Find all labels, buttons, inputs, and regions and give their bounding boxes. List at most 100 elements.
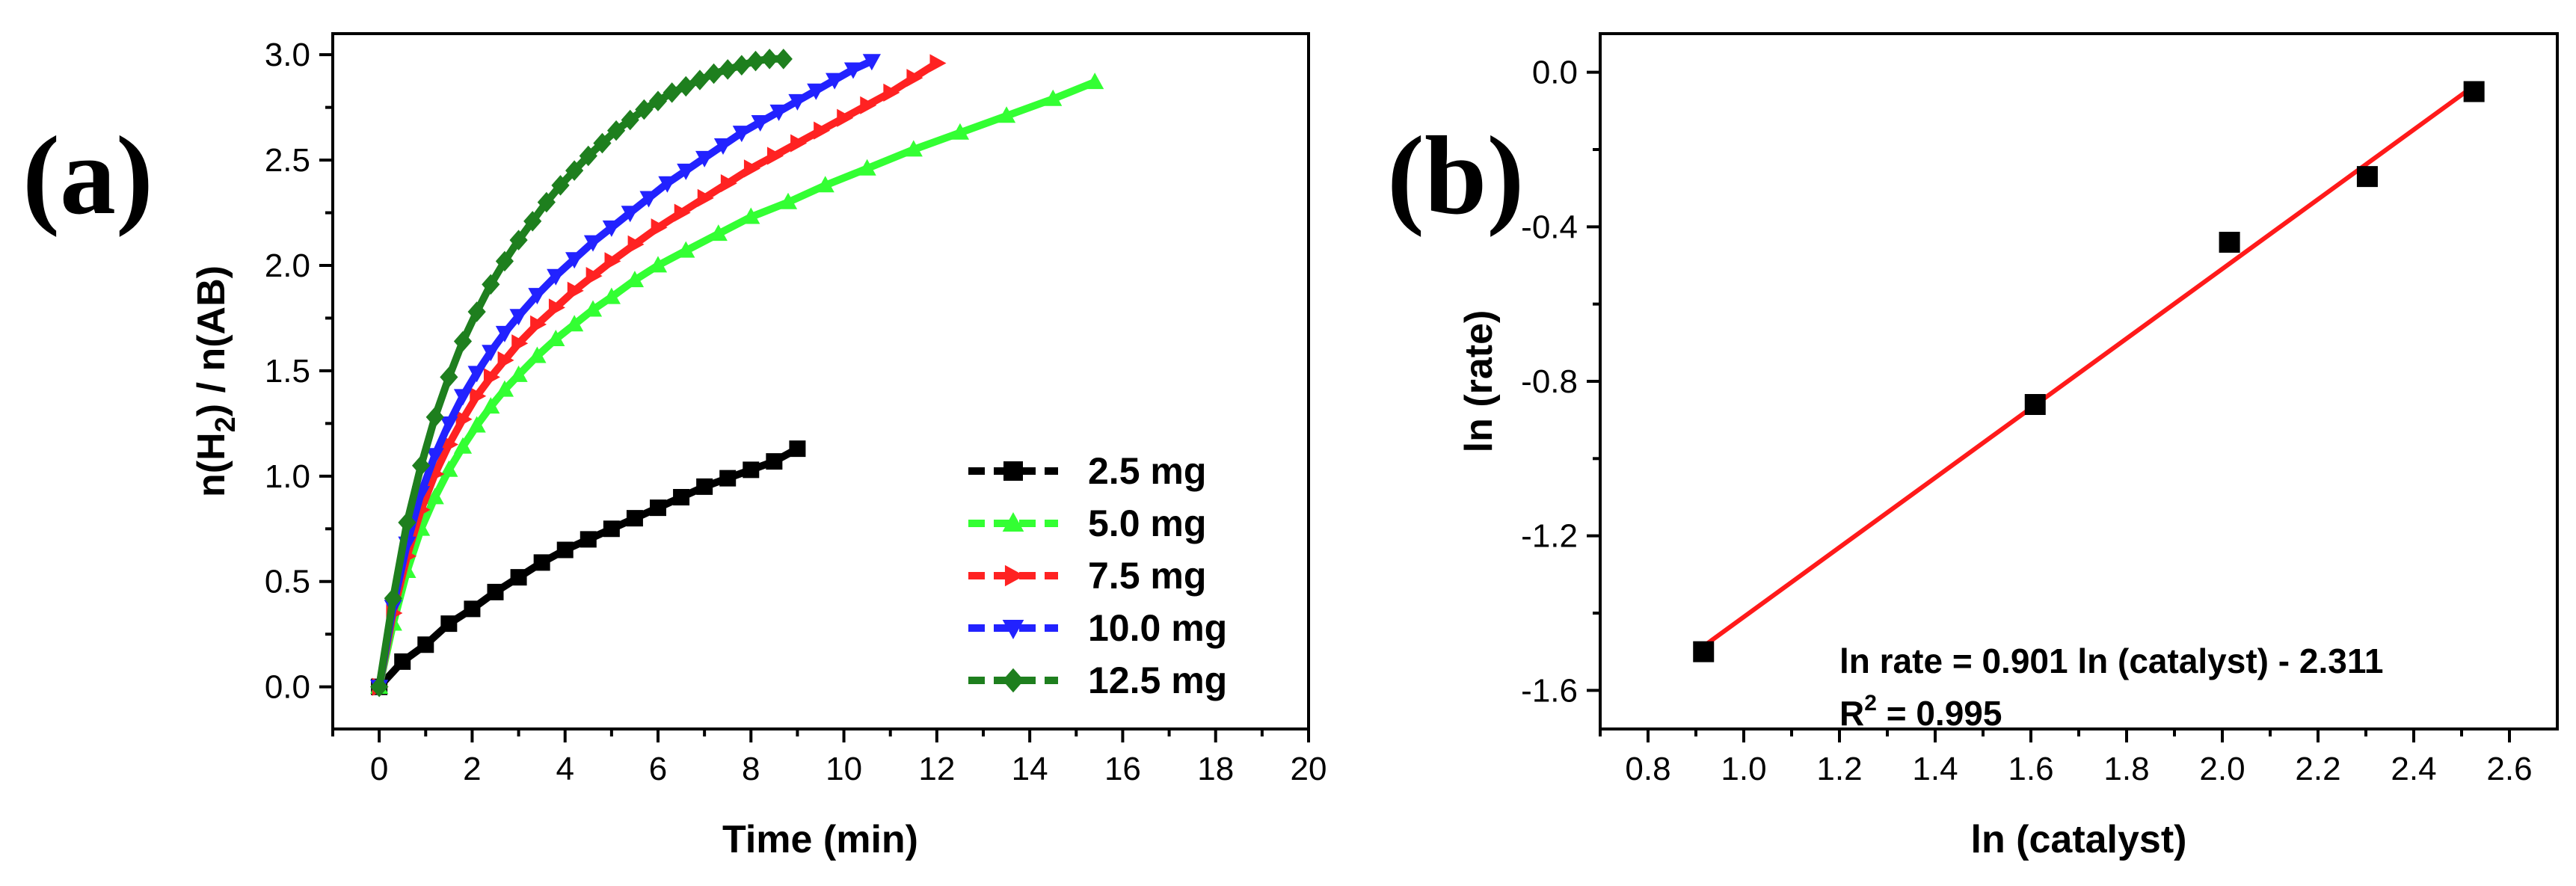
chart-b-x-tick-label: 1.4 <box>1912 751 1958 787</box>
chart-b-x-tick-label: 1.8 <box>2103 751 2149 787</box>
chart-a-data-point <box>816 176 834 193</box>
chart-a-data-point <box>883 83 900 102</box>
chart-a-x-tick-label: 8 <box>742 751 760 787</box>
chart-a-data-point <box>556 541 574 559</box>
chart-b-x-tick-label: 1.6 <box>2008 751 2053 787</box>
chart-a-legend-label: 10.0 mg <box>1088 607 1227 649</box>
chart-b-x-tick-label: 2.4 <box>2391 751 2436 787</box>
chart-a-data-point <box>639 191 658 208</box>
chart-a-data-point <box>677 76 695 97</box>
chart-a-data-point <box>673 489 690 505</box>
chart-a-data-point <box>635 99 654 120</box>
chart-a-data-point <box>551 175 570 196</box>
chart-a-data-point <box>719 470 737 487</box>
chart-a-data-point <box>704 63 723 84</box>
chart-a-data-point <box>467 416 486 433</box>
chart-a-series-line <box>375 60 939 688</box>
chart-b-y-tick-label: -0.8 <box>1521 363 1578 400</box>
chart-a-y-axis-title: n(H2) / n(AB) <box>190 265 242 497</box>
chart-a-data-point <box>774 49 793 70</box>
chart-a-data-point <box>837 108 854 127</box>
chart-a-data-point <box>742 207 760 224</box>
chart-b-data-point <box>2024 394 2046 415</box>
chart-a-data-point <box>440 416 458 434</box>
chart-a-x-tick-label: 12 <box>918 751 955 787</box>
chart-a-data-point <box>482 274 500 295</box>
chart-a-data-point <box>533 554 550 571</box>
chart-b-plot-frame <box>1599 32 2559 730</box>
chart-a-data-point <box>627 235 645 253</box>
chart-a-data-point <box>743 159 760 178</box>
chart-a-data-point <box>583 235 603 252</box>
chart-a-data-point <box>1044 89 1063 106</box>
chart-a-data-point <box>648 90 668 111</box>
chart-a-x-tick-label: 4 <box>556 751 574 787</box>
chart-a-series-2 <box>372 54 947 696</box>
chart-a-data-point <box>467 366 486 383</box>
chart-a-data-point <box>814 121 831 140</box>
chart-a-data-point <box>997 106 1016 123</box>
chart-a-x-tick-label: 18 <box>1197 751 1234 787</box>
chart-a-y-tick-label: 3.0 <box>265 37 310 73</box>
chart-b-x-tick-label: 2.2 <box>2295 751 2340 787</box>
chart-a-data-point <box>583 300 603 317</box>
chart-a-data-point <box>858 159 876 176</box>
chart-a-data-point <box>398 512 416 533</box>
chart-a-y-tick-label: 1.5 <box>265 353 310 390</box>
chart-a-x-tick-label: 0 <box>370 751 388 787</box>
chart-b-fit-line <box>1702 84 2476 648</box>
chart-a-data-point <box>384 588 402 609</box>
chart-a-data-point <box>695 150 714 167</box>
panel-b-label: (b) <box>1387 114 1524 238</box>
chart-a-y-tick-label: 0.5 <box>265 564 310 600</box>
chart-a-data-point <box>697 188 714 207</box>
chart-a-data-point <box>788 93 807 111</box>
chart-a-data-point <box>778 192 798 209</box>
chart-a-data-point <box>769 104 788 121</box>
chart-a-data-point <box>483 368 500 387</box>
chart-a-series <box>370 49 1104 698</box>
chart-a-data-point <box>650 499 666 517</box>
chart-a-legend-label: 2.5 mg <box>1088 450 1206 492</box>
chart-b-x-tick-label: 1.2 <box>1816 751 1862 787</box>
panel-a-label: (a) <box>22 114 153 238</box>
chart-a-data-point <box>719 59 737 80</box>
chart-b: 0.8 1.0 1.2 1.4 1.6 1.8 2.0 2.2 2.4 2.6 0.0 -0.4 -0… <box>1457 32 2559 861</box>
chart-a-data-point <box>621 206 639 223</box>
chart-a-data-point <box>585 266 603 286</box>
chart-a-data-point <box>530 315 547 334</box>
chart-a-data-point <box>565 160 584 181</box>
chart-a-data-point <box>482 397 500 414</box>
chart-a-data-point <box>495 380 514 397</box>
chart-a-data-point <box>651 218 668 237</box>
chart-a-data-point <box>453 389 473 406</box>
chart-b-y-ticks: 0.0 -0.4 -0.8 -1.2 -1.6 <box>1521 55 1600 709</box>
chart-a-legend-label: 5.0 mg <box>1088 502 1206 544</box>
chart-b-x-tick-label: 0.8 <box>1625 751 1670 787</box>
chart-a-data-point <box>511 334 529 353</box>
chart-a-data-point <box>440 615 458 633</box>
chart-a-data-point <box>440 366 458 388</box>
chart-a-data-point <box>440 460 458 477</box>
chart-a-data-point <box>464 600 481 618</box>
chart-b-y-tick-label: -0.4 <box>1521 209 1578 245</box>
chart-a-data-point <box>826 73 844 90</box>
chart-a-data-point <box>455 410 473 428</box>
chart-a-data-point <box>766 453 783 470</box>
chart-a-data-point <box>603 520 620 538</box>
chart-a-x-tick-label: 10 <box>826 751 862 787</box>
chart-a-data-point <box>690 70 710 90</box>
chart-b-y-axis-title: ln (rate) <box>1457 310 1501 453</box>
chart-a-data-point <box>579 145 597 167</box>
chart-a-data-point <box>760 49 779 70</box>
chart-a-data-point <box>417 636 434 653</box>
chart-a-data-point <box>862 54 881 71</box>
chart-a-data-point <box>602 220 621 237</box>
chart-b-r-squared: R2 = 0.995 <box>1839 691 2002 733</box>
chart-a-data-point <box>567 281 584 300</box>
chart-a-y-tick-label: 1.0 <box>265 458 310 495</box>
chart-a-data-point <box>606 120 626 141</box>
chart-a-data-point <box>547 329 565 346</box>
chart-a-series-4 <box>370 49 793 698</box>
chart-b-y-tick-label: 0.0 <box>1532 55 1578 91</box>
